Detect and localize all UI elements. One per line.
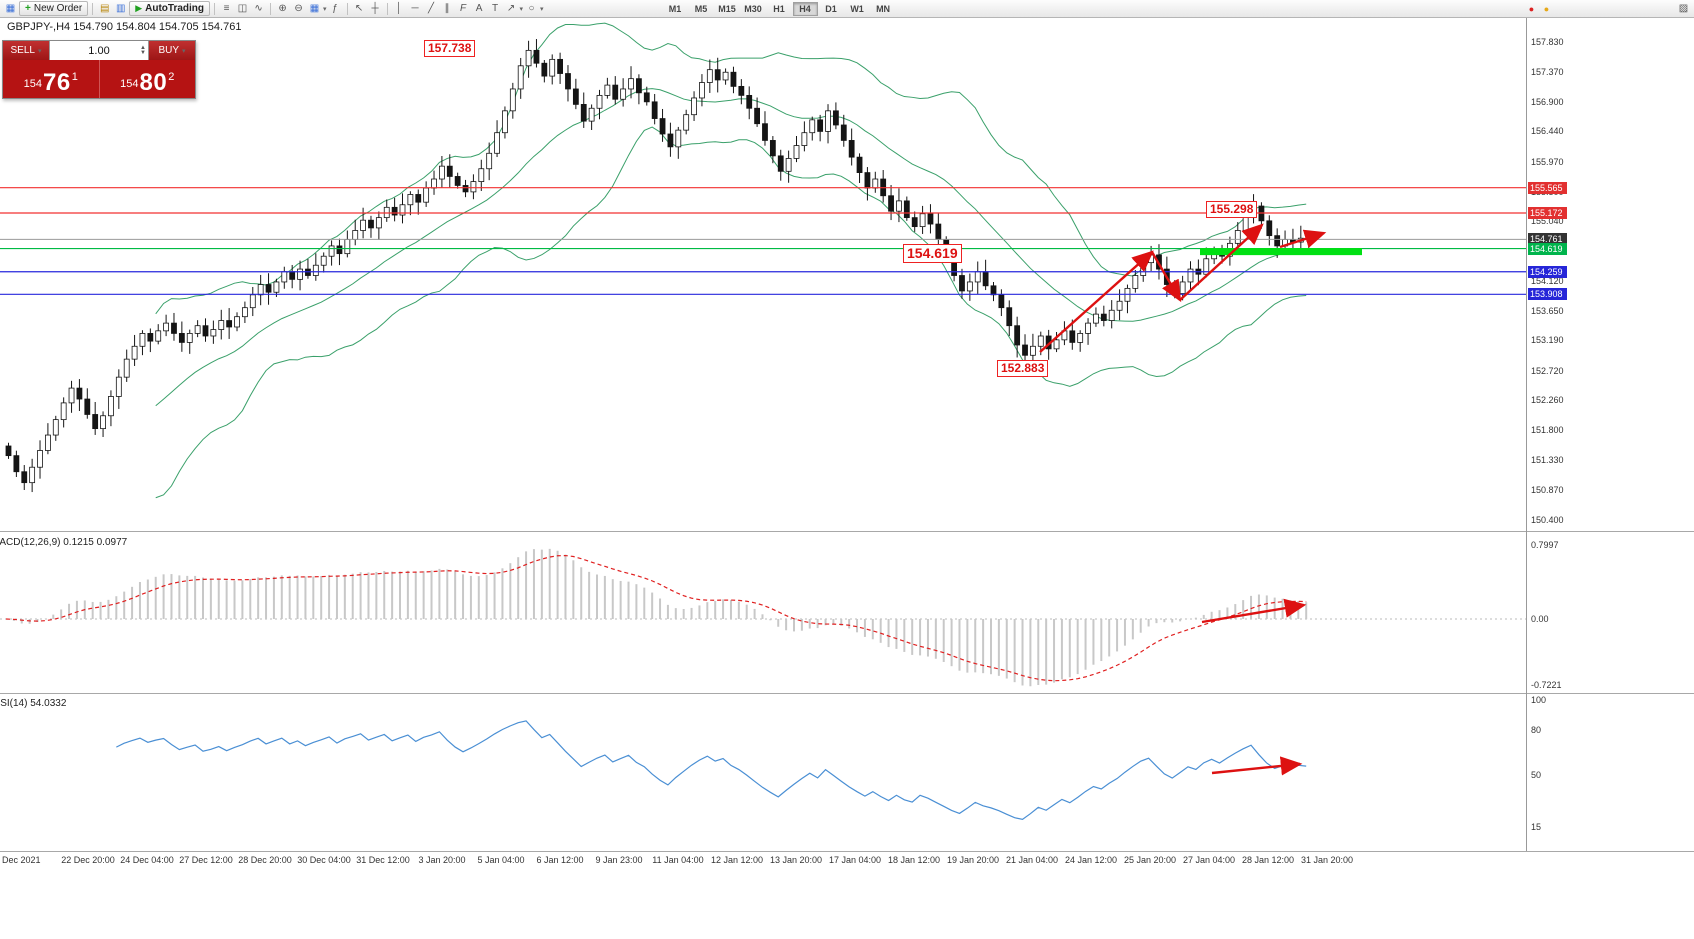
timeframe-d1[interactable]: D1: [825, 3, 837, 14]
chart-window-icon[interactable]: ▦: [5, 3, 16, 14]
timeframe-h4[interactable]: H4: [792, 1, 818, 16]
chevron-down-icon[interactable]: ▾: [323, 5, 327, 13]
news-icon[interactable]: ●: [1543, 3, 1550, 14]
vertical-line-icon[interactable]: │: [395, 3, 403, 14]
trend-arrow[interactable]: [1179, 223, 1264, 301]
trend-arrow[interactable]: [1279, 229, 1327, 249]
crosshair-icon[interactable]: ┼: [371, 3, 379, 14]
candlestick-chart-icon[interactable]: ◫: [237, 3, 248, 14]
macd-signal-line: [5, 554, 1307, 682]
timeframe-m15[interactable]: M15: [718, 3, 736, 14]
new-order-icon: +: [25, 3, 31, 14]
label-tool-icon[interactable]: T: [491, 3, 499, 14]
alert-icon[interactable]: ●: [1528, 3, 1535, 14]
new-order-button[interactable]: + New Order: [19, 1, 89, 16]
autotrading-button[interactable]: ▶ AutoTrading: [129, 1, 211, 16]
macd-pane[interactable]: [0, 548, 1526, 687]
toolbar-separator: [214, 2, 216, 15]
fibonacci-icon[interactable]: F: [459, 3, 467, 14]
timeframe-w1[interactable]: W1: [850, 3, 864, 14]
rsi-line: [116, 720, 1307, 821]
toolbar-separator: [386, 2, 388, 15]
trend-arrow[interactable]: [1150, 251, 1182, 303]
price-pane[interactable]: [0, 22, 1526, 499]
timeframe-toolbar: M1 M5 M15 M30 H1 H4 D1 W1 MN: [663, 1, 896, 16]
line-chart-icon[interactable]: ∿: [254, 3, 263, 14]
toolbar-separator: [270, 2, 272, 15]
macd-trend-arrow[interactable]: [1201, 598, 1307, 624]
fullscreen-icon[interactable]: ▨: [1678, 3, 1689, 14]
chevron-down-icon[interactable]: ▾: [540, 5, 544, 13]
timeframe-m5[interactable]: M5: [694, 3, 708, 14]
timeframe-h1[interactable]: H1: [773, 3, 785, 14]
timeframe-mn[interactable]: MN: [876, 3, 891, 14]
profiles-icon[interactable]: ▥: [115, 3, 126, 14]
zoom-in-icon[interactable]: ⊕: [278, 3, 287, 14]
arrow-tool-icon[interactable]: ↗: [506, 3, 516, 14]
cursor-icon[interactable]: ↖: [354, 3, 364, 14]
tile-windows-icon[interactable]: ▦: [309, 3, 320, 14]
shapes-tool-icon[interactable]: ○: [528, 3, 535, 14]
candles-layer: [5, 39, 1312, 493]
new-order-label: New Order: [33, 3, 83, 14]
trend-arrow[interactable]: [1039, 250, 1154, 353]
toolbar-separator: [92, 2, 94, 15]
text-tool-icon[interactable]: A: [475, 3, 483, 14]
zoom-out-icon[interactable]: ⊖: [294, 3, 303, 14]
charts-icon[interactable]: ▤: [99, 3, 110, 14]
trendline-icon[interactable]: ╱: [428, 3, 435, 14]
toolbar-separator: [346, 2, 348, 15]
rsi-trend-arrow[interactable]: [1211, 756, 1303, 776]
bollinger-lower-line[interactable]: [155, 126, 1307, 499]
bollinger-middle-line[interactable]: [155, 88, 1307, 407]
timeframe-m30[interactable]: M30: [744, 3, 762, 14]
rsi-pane[interactable]: [116, 720, 1307, 821]
horizontal-line-icon[interactable]: ─: [411, 3, 419, 14]
timeframe-m1[interactable]: M1: [668, 3, 682, 14]
autotrading-label: AutoTrading: [145, 3, 205, 14]
bar-chart-icon[interactable]: ≡: [223, 3, 230, 14]
bollinger-upper-line[interactable]: [155, 22, 1307, 315]
autotrading-play-icon: ▶: [135, 3, 143, 13]
toolbar: ▦ + New Order ▤ ▥ ▶ AutoTrading ≡ ◫ ∿ ⊕ …: [0, 0, 1694, 18]
chevron-down-icon[interactable]: ▾: [519, 5, 524, 13]
toolbar-right-group: ● ● ▨: [1524, 2, 1691, 16]
channel-icon[interactable]: ∥: [444, 3, 450, 14]
indicators-icon[interactable]: ƒ: [332, 3, 338, 14]
